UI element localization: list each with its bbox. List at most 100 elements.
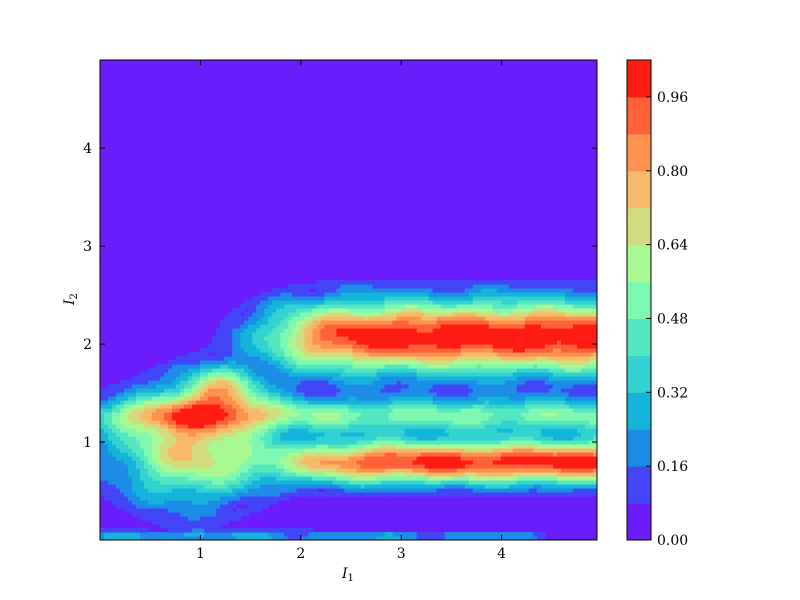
contour-cell bbox=[460, 360, 466, 365]
contour-cell bbox=[272, 460, 277, 465]
contour-cell bbox=[476, 380, 482, 385]
contour-cell bbox=[420, 432, 426, 437]
contour-cell bbox=[180, 436, 185, 441]
contour-cell bbox=[376, 312, 382, 317]
contour-cell bbox=[332, 300, 338, 305]
contour-cell bbox=[204, 424, 209, 429]
contour-cell bbox=[152, 468, 157, 473]
contour-cell bbox=[132, 480, 137, 485]
contour-cell bbox=[436, 464, 442, 469]
contour-cell bbox=[260, 412, 265, 417]
contour-cell bbox=[232, 344, 237, 349]
contour-cell bbox=[296, 484, 302, 489]
contour-cell bbox=[400, 532, 406, 537]
contour-cell bbox=[420, 332, 426, 337]
contour-cell bbox=[248, 368, 253, 373]
contour-cell bbox=[212, 436, 217, 441]
contour-cell bbox=[388, 340, 394, 345]
contour-cell bbox=[132, 436, 137, 441]
contour-cell bbox=[296, 376, 302, 381]
contour-cell bbox=[172, 460, 177, 465]
contour-cell bbox=[452, 356, 458, 361]
contour-cell bbox=[388, 408, 394, 413]
contour-cell bbox=[332, 408, 338, 413]
contour-cell bbox=[144, 376, 149, 381]
contour-cell bbox=[384, 336, 390, 341]
contour-cell bbox=[100, 536, 105, 540]
contour-cell bbox=[132, 460, 137, 465]
contour-cell bbox=[236, 384, 241, 389]
contour-cell bbox=[168, 504, 173, 509]
contour-cell bbox=[468, 464, 474, 469]
contour-cell bbox=[392, 328, 398, 333]
contour-cell bbox=[408, 380, 414, 385]
contour-cell bbox=[272, 452, 277, 457]
contour-cell bbox=[276, 332, 281, 337]
contour-cell bbox=[336, 348, 342, 353]
contour-cell bbox=[196, 520, 201, 525]
contour-cell bbox=[176, 444, 181, 449]
contour-cell bbox=[324, 464, 330, 469]
contour-cell bbox=[280, 336, 285, 341]
contour-cell bbox=[240, 420, 245, 425]
contour-cell bbox=[480, 448, 486, 453]
contour-cell bbox=[440, 304, 446, 309]
contour-cell bbox=[212, 516, 217, 521]
contour-cell bbox=[220, 332, 225, 337]
contour-cell bbox=[292, 456, 297, 461]
contour-cell bbox=[368, 408, 374, 413]
contour-cell bbox=[260, 428, 265, 433]
contour-cell bbox=[108, 476, 113, 481]
contour-cell bbox=[240, 456, 245, 461]
contour-cell bbox=[144, 480, 149, 485]
contour-cell bbox=[248, 460, 253, 465]
contour-cell bbox=[304, 444, 310, 449]
contour-cell bbox=[232, 512, 237, 517]
contour-cell bbox=[296, 292, 302, 297]
contour-cell bbox=[360, 368, 366, 373]
contour-cell bbox=[272, 308, 277, 313]
contour-cell bbox=[360, 324, 366, 329]
contour-cell bbox=[332, 404, 338, 409]
contour-cell bbox=[320, 492, 326, 497]
contour-cell bbox=[488, 532, 494, 537]
contour-cell bbox=[464, 392, 470, 397]
contour-cell bbox=[252, 404, 257, 409]
contour-cell bbox=[208, 448, 213, 453]
contour-cell bbox=[224, 484, 229, 489]
contour-cell bbox=[420, 424, 426, 429]
contour-cell bbox=[460, 380, 466, 385]
contour-cell bbox=[404, 356, 410, 361]
contour-cell bbox=[376, 456, 382, 461]
contour-cell bbox=[224, 336, 229, 341]
contour-cell bbox=[140, 516, 145, 521]
contour-cell bbox=[348, 368, 354, 373]
contour-cell bbox=[392, 344, 398, 349]
contour-cell bbox=[324, 300, 330, 305]
contour-cell bbox=[352, 364, 358, 369]
contour-cell bbox=[136, 420, 141, 425]
contour-cell bbox=[180, 412, 185, 417]
contour-cell bbox=[240, 332, 245, 337]
contour-cell bbox=[204, 452, 209, 457]
contour-cell bbox=[236, 528, 241, 533]
contour-cell bbox=[276, 484, 281, 489]
contour-cell bbox=[304, 464, 310, 469]
contour-cell bbox=[164, 512, 169, 517]
contour-cell bbox=[400, 284, 406, 289]
contour-cell bbox=[264, 456, 269, 461]
contour-cell bbox=[180, 364, 185, 369]
contour-cell bbox=[436, 536, 442, 540]
contour-cell bbox=[372, 428, 378, 433]
contour-cell bbox=[352, 304, 358, 309]
contour-cell bbox=[404, 448, 410, 453]
contour-cell bbox=[180, 524, 185, 529]
contour-cell bbox=[244, 332, 249, 337]
contour-cell bbox=[476, 460, 482, 465]
contour-cell bbox=[272, 412, 277, 417]
contour-cell bbox=[132, 504, 137, 509]
contour-cell bbox=[452, 300, 458, 305]
contour-cell bbox=[164, 448, 169, 453]
contour-cell bbox=[412, 424, 418, 429]
contour-cell bbox=[336, 432, 342, 437]
